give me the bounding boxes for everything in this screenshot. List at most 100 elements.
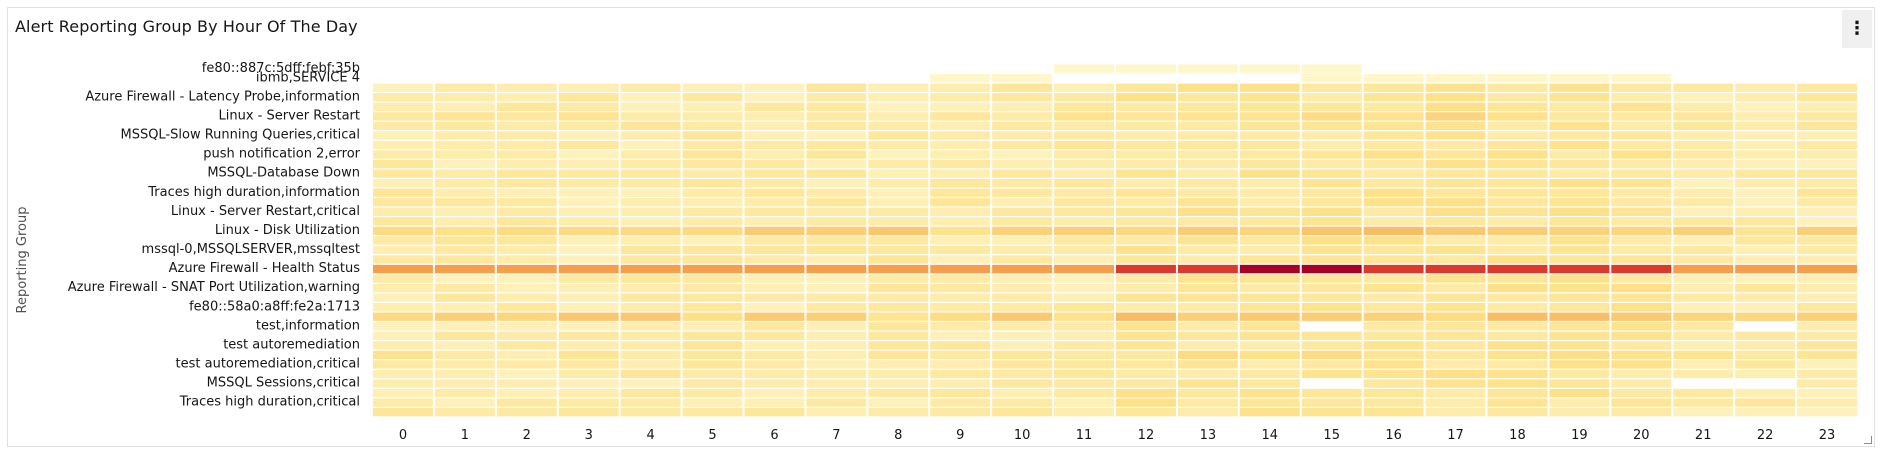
heatmap-cell[interactable] — [1735, 198, 1796, 207]
heatmap-cell[interactable] — [620, 236, 681, 245]
heatmap-cell[interactable] — [1054, 64, 1114, 73]
heatmap-cell[interactable] — [1735, 169, 1796, 178]
heatmap-cell[interactable] — [1301, 255, 1362, 264]
heatmap-cell[interactable] — [1177, 236, 1238, 245]
heatmap-cell[interactable] — [1116, 112, 1176, 121]
heatmap-cell[interactable] — [1301, 198, 1362, 207]
heatmap-cell[interactable] — [1363, 303, 1424, 312]
heatmap-cell[interactable] — [992, 102, 1053, 111]
heatmap-cell[interactable] — [744, 379, 805, 388]
heatmap-cell[interactable] — [1487, 360, 1548, 369]
heatmap-cell[interactable] — [1301, 274, 1362, 283]
heatmap-cell[interactable] — [1301, 131, 1362, 140]
heatmap-cell[interactable] — [1301, 293, 1362, 302]
heatmap-cell[interactable] — [496, 303, 557, 312]
heatmap-cell[interactable] — [992, 150, 1053, 159]
heatmap-cell[interactable] — [1116, 407, 1176, 417]
heatmap-cell[interactable] — [1797, 398, 1857, 407]
heatmap-cell[interactable] — [1425, 341, 1486, 350]
heatmap-cell[interactable] — [682, 112, 743, 121]
heatmap-cell[interactable] — [496, 102, 557, 111]
heatmap-cell[interactable] — [682, 350, 743, 360]
heatmap-cell[interactable] — [682, 312, 743, 321]
heatmap-cell[interactable] — [930, 150, 991, 159]
heatmap-cell[interactable] — [1239, 150, 1300, 159]
heatmap-cell[interactable] — [1054, 236, 1114, 245]
heatmap-cell[interactable] — [992, 121, 1053, 131]
heatmap-cell[interactable] — [806, 140, 867, 150]
heatmap-cell[interactable] — [1797, 83, 1857, 92]
heatmap-cell[interactable] — [620, 264, 681, 274]
resize-handle[interactable] — [1864, 436, 1872, 444]
heatmap-cell[interactable] — [1425, 150, 1486, 159]
heatmap-cell[interactable] — [434, 93, 495, 102]
heatmap-cell[interactable] — [1549, 140, 1610, 150]
heatmap-cell[interactable] — [1797, 331, 1857, 340]
heatmap-cell[interactable] — [1301, 341, 1362, 350]
heatmap-cell[interactable] — [868, 331, 929, 340]
heatmap-cell[interactable] — [1611, 121, 1672, 131]
heatmap-cell[interactable] — [1735, 150, 1796, 159]
heatmap-cell[interactable] — [1301, 112, 1362, 121]
heatmap-cell[interactable] — [806, 331, 867, 340]
heatmap-cell[interactable] — [1363, 379, 1424, 388]
heatmap-cell[interactable] — [373, 360, 433, 369]
heatmap-cell[interactable] — [1425, 379, 1486, 388]
heatmap-cell[interactable] — [620, 159, 681, 169]
heatmap-cell[interactable] — [1116, 274, 1176, 283]
heatmap-cell[interactable] — [496, 388, 557, 398]
heatmap-cell[interactable] — [1549, 245, 1610, 255]
heatmap-cell[interactable] — [1673, 388, 1734, 398]
heatmap-cell[interactable] — [496, 398, 557, 407]
heatmap-cell[interactable] — [496, 226, 557, 236]
heatmap-cell[interactable] — [1611, 83, 1672, 92]
heatmap-cell[interactable] — [930, 198, 991, 207]
heatmap-cell[interactable] — [744, 264, 805, 274]
heatmap-cell[interactable] — [1797, 407, 1857, 417]
heatmap-cell[interactable] — [682, 293, 743, 302]
heatmap-cell[interactable] — [1116, 217, 1176, 226]
heatmap-cell[interactable] — [558, 178, 619, 188]
heatmap-cell[interactable] — [1116, 293, 1176, 302]
heatmap-cell[interactable] — [744, 274, 805, 283]
heatmap-cell[interactable] — [373, 178, 433, 188]
heatmap-cell[interactable] — [1673, 207, 1734, 216]
heatmap-cell[interactable] — [1363, 331, 1424, 340]
heatmap-cell[interactable] — [868, 283, 929, 293]
heatmap-cell[interactable] — [744, 159, 805, 169]
heatmap-cell[interactable] — [1735, 360, 1796, 369]
heatmap-cell[interactable] — [1116, 312, 1176, 321]
heatmap-cell[interactable] — [1487, 350, 1548, 360]
heatmap-cell[interactable] — [1673, 264, 1734, 274]
heatmap-cell[interactable] — [1735, 274, 1796, 283]
heatmap-cell[interactable] — [930, 169, 991, 178]
heatmap-cell[interactable] — [1116, 369, 1176, 379]
heatmap-cell[interactable] — [1549, 112, 1610, 121]
heatmap-cell[interactable] — [744, 236, 805, 245]
heatmap-cell[interactable] — [806, 236, 867, 245]
heatmap-cell[interactable] — [1425, 312, 1486, 321]
heatmap-cell[interactable] — [1425, 407, 1486, 417]
heatmap-cell[interactable] — [1301, 388, 1362, 398]
heatmap-cell[interactable] — [806, 121, 867, 131]
heatmap-cell[interactable] — [1673, 303, 1734, 312]
heatmap-cell[interactable] — [558, 350, 619, 360]
heatmap-cell[interactable] — [1363, 226, 1424, 236]
heatmap-cell[interactable] — [1177, 226, 1238, 236]
heatmap-cell[interactable] — [1177, 312, 1238, 321]
heatmap-cell[interactable] — [868, 217, 929, 226]
heatmap-cell[interactable] — [1487, 312, 1548, 321]
heatmap-cell[interactable] — [1301, 303, 1362, 312]
heatmap-cell[interactable] — [1177, 255, 1238, 264]
heatmap-cell[interactable] — [930, 388, 991, 398]
heatmap-cell[interactable] — [434, 245, 495, 255]
heatmap-cell[interactable] — [682, 369, 743, 379]
heatmap-cell[interactable] — [1054, 112, 1114, 121]
heatmap-cell[interactable] — [1363, 312, 1424, 321]
heatmap-cell[interactable] — [1611, 93, 1672, 102]
heatmap-cell[interactable] — [373, 398, 433, 407]
heatmap-cell[interactable] — [496, 245, 557, 255]
heatmap-cell[interactable] — [558, 198, 619, 207]
heatmap-cell[interactable] — [558, 226, 619, 236]
heatmap-cell[interactable] — [1425, 236, 1486, 245]
